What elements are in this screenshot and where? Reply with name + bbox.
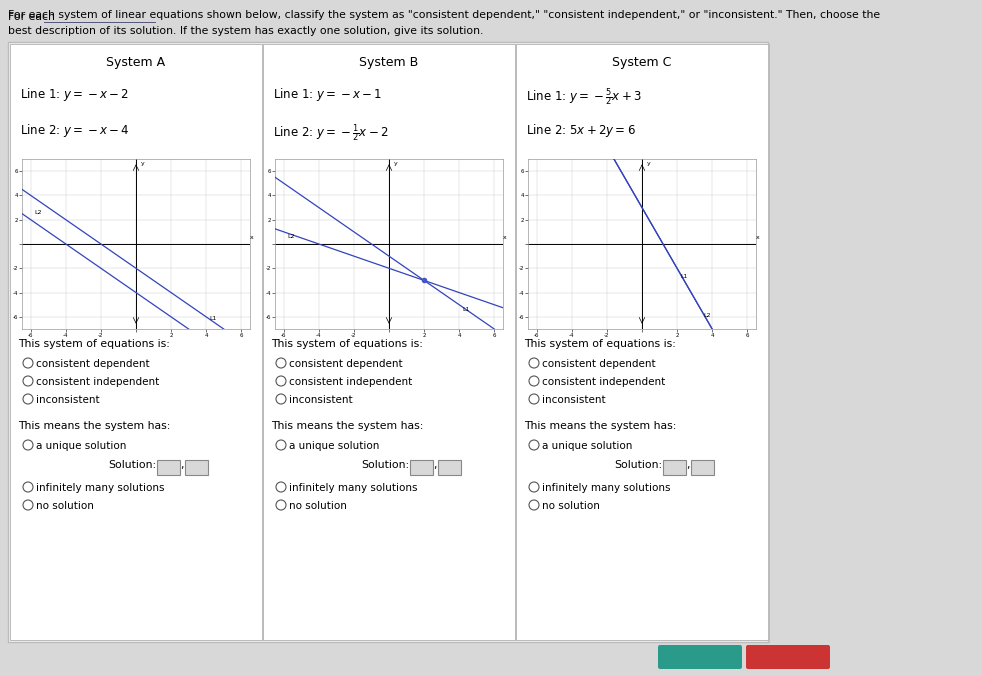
FancyBboxPatch shape <box>658 645 742 669</box>
FancyBboxPatch shape <box>439 460 462 475</box>
Text: L2: L2 <box>703 313 711 318</box>
Text: inconsistent: inconsistent <box>289 395 353 405</box>
Text: best description of its solution. If the system has exactly one solution, give i: best description of its solution. If the… <box>8 26 483 36</box>
Text: x: x <box>756 235 760 240</box>
Text: ,: , <box>686 460 689 470</box>
Text: ,: , <box>433 460 437 470</box>
Text: ,: , <box>181 460 184 470</box>
FancyBboxPatch shape <box>157 460 181 475</box>
Text: infinitely many solutions: infinitely many solutions <box>289 483 417 493</box>
Text: Line 2: $y=-x-4$: Line 2: $y=-x-4$ <box>20 122 130 139</box>
Text: y: y <box>646 162 650 166</box>
Text: L2: L2 <box>288 234 295 239</box>
Text: a unique solution: a unique solution <box>289 441 379 451</box>
Text: consistent independent: consistent independent <box>36 377 159 387</box>
Text: y: y <box>140 162 144 166</box>
FancyBboxPatch shape <box>8 42 768 642</box>
Text: Line 1: $y=-x-1$: Line 1: $y=-x-1$ <box>273 86 382 103</box>
Text: a unique solution: a unique solution <box>542 441 632 451</box>
Text: This means the system has:: This means the system has: <box>18 421 170 431</box>
FancyBboxPatch shape <box>186 460 208 475</box>
Text: infinitely many solutions: infinitely many solutions <box>542 483 671 493</box>
Text: For each: For each <box>8 12 58 22</box>
Text: Solution:: Solution: <box>614 460 662 470</box>
Text: consistent dependent: consistent dependent <box>542 359 656 369</box>
Text: no solution: no solution <box>542 501 600 511</box>
Text: System A: System A <box>106 56 166 69</box>
Text: Solution:: Solution: <box>108 460 156 470</box>
FancyBboxPatch shape <box>10 44 262 640</box>
Text: Line 2: $5x+2y=6$: Line 2: $5x+2y=6$ <box>526 122 636 139</box>
Text: no solution: no solution <box>36 501 94 511</box>
Text: no solution: no solution <box>289 501 347 511</box>
Text: inconsistent: inconsistent <box>36 395 99 405</box>
Text: x: x <box>503 235 507 240</box>
Text: Line 2: $y=-\frac{1}{2}x-2$: Line 2: $y=-\frac{1}{2}x-2$ <box>273 122 389 144</box>
Text: consistent independent: consistent independent <box>542 377 665 387</box>
FancyBboxPatch shape <box>746 645 830 669</box>
Text: L1: L1 <box>681 274 688 279</box>
Text: y: y <box>394 162 397 166</box>
Text: L1: L1 <box>463 307 470 312</box>
Text: L1: L1 <box>210 316 217 322</box>
Text: infinitely many solutions: infinitely many solutions <box>36 483 165 493</box>
Text: inconsistent: inconsistent <box>542 395 606 405</box>
Text: consistent dependent: consistent dependent <box>36 359 149 369</box>
Text: Solution:: Solution: <box>361 460 409 470</box>
FancyBboxPatch shape <box>664 460 686 475</box>
Text: Line 1: $y=-x-2$: Line 1: $y=-x-2$ <box>20 86 129 103</box>
Text: L2: L2 <box>34 210 42 215</box>
Text: x: x <box>249 235 253 240</box>
Text: a unique solution: a unique solution <box>36 441 127 451</box>
Text: consistent dependent: consistent dependent <box>289 359 403 369</box>
Text: This system of equations is:: This system of equations is: <box>271 339 423 349</box>
FancyBboxPatch shape <box>263 44 515 640</box>
Text: System C: System C <box>613 56 672 69</box>
Text: System B: System B <box>359 56 418 69</box>
Text: This system of equations is:: This system of equations is: <box>18 339 170 349</box>
Text: consistent independent: consistent independent <box>289 377 412 387</box>
FancyBboxPatch shape <box>691 460 715 475</box>
FancyBboxPatch shape <box>410 460 433 475</box>
Text: For each system of linear equations shown below, classify the system as "consist: For each system of linear equations show… <box>8 10 880 20</box>
FancyBboxPatch shape <box>516 44 768 640</box>
Text: Line 1: $y=-\frac{5}{2}x+3$: Line 1: $y=-\frac{5}{2}x+3$ <box>526 86 642 107</box>
Text: This means the system has:: This means the system has: <box>524 421 677 431</box>
Text: This system of equations is:: This system of equations is: <box>524 339 676 349</box>
Text: This means the system has:: This means the system has: <box>271 421 423 431</box>
